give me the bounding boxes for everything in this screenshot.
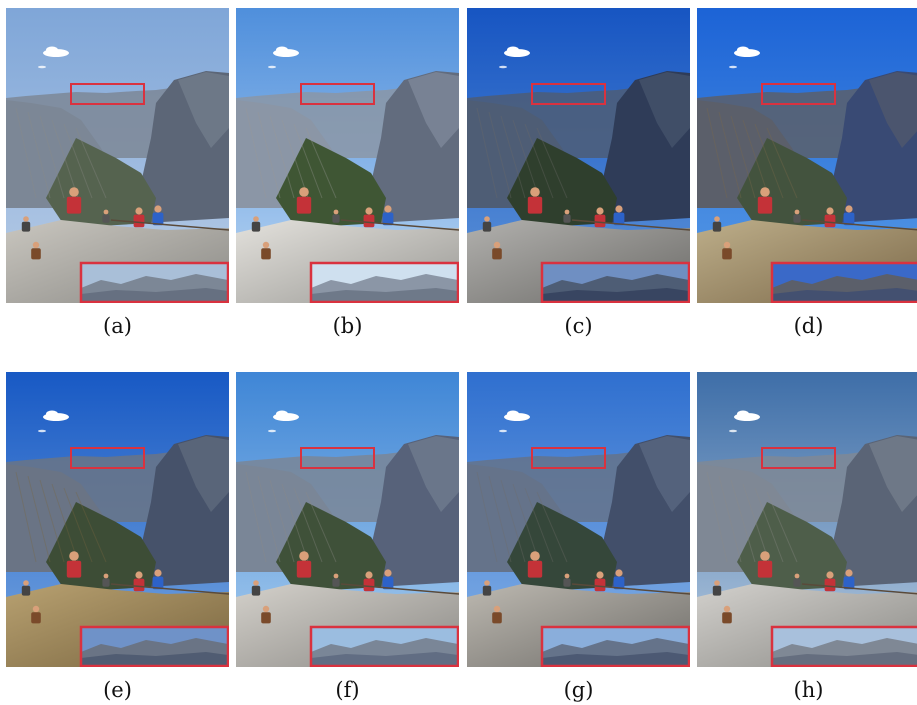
landscape-photo xyxy=(697,8,917,303)
photo-panel-7 xyxy=(467,372,690,667)
zoom-inset xyxy=(542,263,689,302)
photo-panel-3 xyxy=(467,8,690,303)
panel-caption: (e) xyxy=(6,678,229,702)
landscape-photo xyxy=(6,372,229,667)
photo-panel-5 xyxy=(6,372,229,667)
panel-caption: (f) xyxy=(236,678,459,702)
zoom-inset xyxy=(81,627,228,666)
landscape-photo xyxy=(236,372,459,667)
photo-panel-2 xyxy=(236,8,459,303)
panel-caption: (c) xyxy=(467,314,690,338)
landscape-photo xyxy=(467,8,690,303)
photo-panel-6 xyxy=(236,372,459,667)
zoom-inset xyxy=(542,627,689,666)
landscape-photo xyxy=(467,372,690,667)
landscape-photo xyxy=(236,8,459,303)
landscape-photo xyxy=(697,372,917,667)
zoom-inset xyxy=(772,627,917,666)
zoom-inset xyxy=(311,627,458,666)
photo-panel-1 xyxy=(6,8,229,303)
zoom-inset xyxy=(311,263,458,302)
landscape-photo xyxy=(6,8,229,303)
zoom-inset xyxy=(772,263,917,302)
photo-panel-8 xyxy=(697,372,917,667)
panel-caption: (h) xyxy=(697,678,917,702)
panel-caption: (g) xyxy=(467,678,690,702)
photo-panel-4 xyxy=(697,8,917,303)
panel-caption: (d) xyxy=(697,314,917,338)
panel-caption: (a) xyxy=(6,314,229,338)
panel-caption: (b) xyxy=(236,314,459,338)
zoom-inset xyxy=(81,263,228,302)
